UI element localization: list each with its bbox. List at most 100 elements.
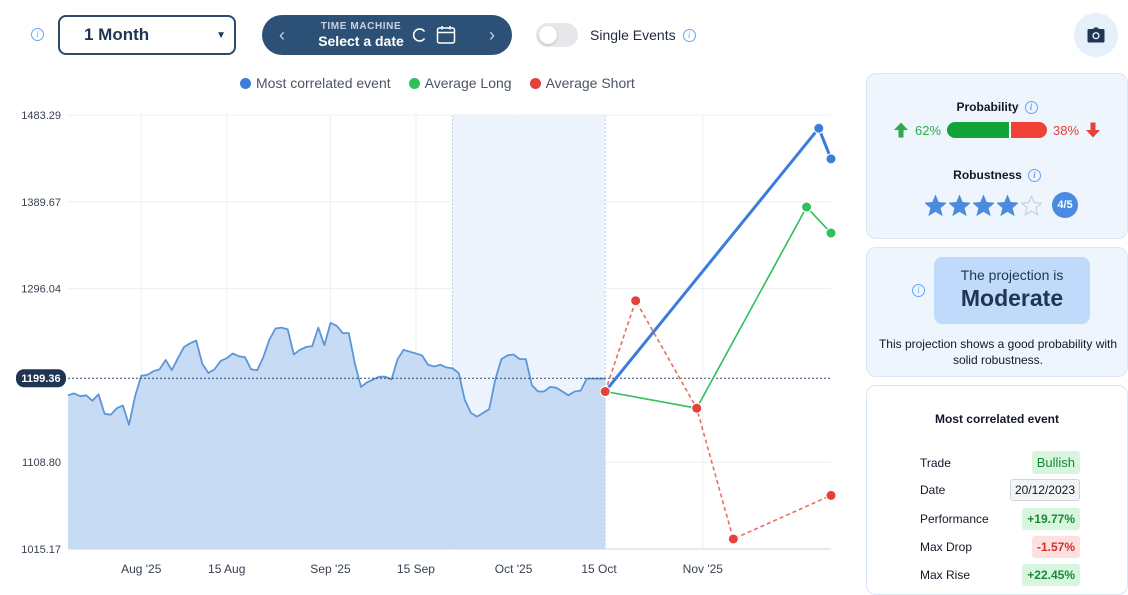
robustness-stars: 4/5 (925, 192, 1078, 218)
projection-point-average-long[interactable] (825, 227, 837, 239)
calendar-icon[interactable] (436, 25, 456, 45)
projection-line-average-short[interactable] (604, 299, 832, 540)
single-events-toggle[interactable] (536, 23, 578, 47)
current-price-layer: 1199.36 (16, 369, 831, 388)
legend-item-average-long[interactable]: Average Long (408, 75, 512, 91)
short-probability-value: 38% (1053, 122, 1080, 138)
x-tick-label: Sep '25 (310, 562, 351, 576)
robustness-title: Robustness (953, 168, 1022, 182)
projection-point-most-correlated-event[interactable] (825, 153, 837, 165)
chevron-down-icon: ▼ (216, 29, 226, 41)
event-row-value: Bullish (1031, 451, 1080, 474)
event-row-max-drop: Max Drop -1.57% (920, 536, 1080, 558)
y-tick-label: 1108.80 (22, 457, 61, 469)
projection-panel: i The projection is Moderate This projec… (866, 247, 1128, 377)
info-icon[interactable]: i (1024, 100, 1038, 114)
legend-item-average-short[interactable]: Average Short (529, 75, 635, 91)
probability-row: 62% 38% (893, 122, 1101, 138)
price-line[interactable] (67, 322, 606, 426)
chart-legend: Most correlated event Average Long Avera… (240, 75, 635, 91)
event-row-label: Max Drop (920, 540, 973, 554)
event-row-value: 20/12/2023 (1009, 479, 1080, 501)
time-machine-label: TIME MACHINE (320, 21, 402, 32)
legend-label: Average Long (424, 75, 512, 91)
event-row-label: Performance (920, 512, 989, 526)
info-icon[interactable]: i (912, 284, 925, 297)
legend-marker (240, 77, 251, 89)
info-icon[interactable]: i (31, 28, 44, 41)
projection-line-average-long[interactable] (605, 206, 832, 410)
legend-item-most-correlated[interactable]: Most correlated event (240, 75, 391, 91)
price-area-fill (68, 322, 606, 549)
arrow-up-icon (894, 122, 908, 138)
info-icon[interactable]: i (1027, 168, 1041, 182)
projection-start-point[interactable] (599, 386, 611, 398)
projection-layer (599, 122, 837, 545)
event-row-date: Date 20/12/2023 (920, 479, 1080, 501)
long-probability-value: 62% (915, 122, 942, 138)
event-row-value: +22.45% (1022, 564, 1080, 586)
star-filled-icon (949, 194, 970, 216)
info-icon[interactable]: i (682, 28, 696, 42)
projection-line-most-correlated-event[interactable] (604, 126, 833, 393)
x-tick-label: Aug '25 (121, 562, 162, 576)
event-row-label: Max Rise (920, 568, 971, 582)
projection-point-average-short[interactable] (691, 402, 703, 414)
probability-title: Probability (956, 100, 1019, 114)
event-row-trade: Trade Bullish (920, 451, 1080, 474)
next-date-button[interactable]: › (489, 24, 495, 45)
probability-bar-divider (1009, 122, 1012, 138)
probability-bar-long (947, 122, 1010, 138)
probability-heading: Probability i (867, 100, 1127, 114)
y-tick-label: 1296.04 (21, 284, 61, 296)
price-chart[interactable]: 1199.36 1483.29 1389.67 1296.04 1108.80 1015… (0, 100, 850, 591)
probability-panel: Probability i 62% 38% Robustness i 4/5 (866, 73, 1128, 239)
legend-label: Average Short (545, 75, 635, 91)
reset-icon[interactable] (412, 27, 428, 43)
single-events: Single Events i (590, 27, 696, 43)
camera-button[interactable] (1074, 13, 1118, 57)
legend-marker (529, 77, 541, 89)
robustness-heading: Robustness i (867, 168, 1127, 182)
time-machine-control: ‹ TIME MACHINE Select a date › (262, 15, 512, 55)
x-tick-label: 15 Oct (581, 562, 617, 576)
probability-bar-short (1011, 122, 1048, 138)
projection-value: Moderate (960, 285, 1064, 311)
x-tick-label: Oct '25 (495, 562, 533, 576)
toggle-knob (539, 26, 557, 44)
date-picker-button[interactable]: TIME MACHINE Select a date (302, 22, 472, 48)
star-filled-icon (925, 194, 946, 216)
most-correlated-event-panel: Most correlated event Trade Bullish Date… (866, 385, 1128, 595)
single-events-label: Single Events (590, 27, 676, 43)
event-row-label: Trade (920, 455, 951, 470)
price-area-layer (67, 322, 606, 549)
previous-date-button[interactable]: ‹ (279, 24, 285, 45)
star-empty-icon (1021, 194, 1042, 216)
y-tick-label: 1483.29 (21, 110, 61, 122)
time-machine-value: Select a date (318, 33, 404, 49)
current-price-label: 1199.36 (21, 373, 60, 385)
event-row-max-rise: Max Rise +22.45% (920, 564, 1080, 586)
legend-label: Most correlated event (256, 75, 391, 91)
camera-icon (1087, 27, 1105, 43)
robustness-score-badge: 4/5 (1052, 192, 1078, 218)
projection-description: This projection shows a good probability… (878, 337, 1118, 367)
projection-point-average-long[interactable] (801, 201, 813, 213)
x-tick-label: Nov '25 (683, 562, 724, 576)
most-correlated-title: Most correlated event (934, 412, 1060, 426)
event-row-value: -1.57% (1031, 536, 1080, 558)
event-row-value: +19.77% (1022, 508, 1080, 530)
x-tick-label: 15 Aug (208, 562, 245, 576)
star-filled-icon (997, 194, 1018, 216)
event-row-performance: Performance +19.77% (920, 508, 1080, 530)
projection-point-average-short[interactable] (727, 533, 739, 545)
period-select[interactable]: 1 Month ▼ (58, 15, 236, 55)
projection-box: The projection is Moderate (934, 257, 1090, 324)
projection-point-most-correlated-event[interactable] (813, 122, 825, 134)
probability-bar (947, 122, 1048, 138)
event-row-label: Date (920, 483, 946, 497)
projection-point-average-short[interactable] (825, 489, 837, 501)
projection-point-average-short[interactable] (630, 295, 642, 307)
arrow-down-icon (1086, 122, 1101, 138)
y-tick-label: 1389.67 (21, 197, 61, 209)
